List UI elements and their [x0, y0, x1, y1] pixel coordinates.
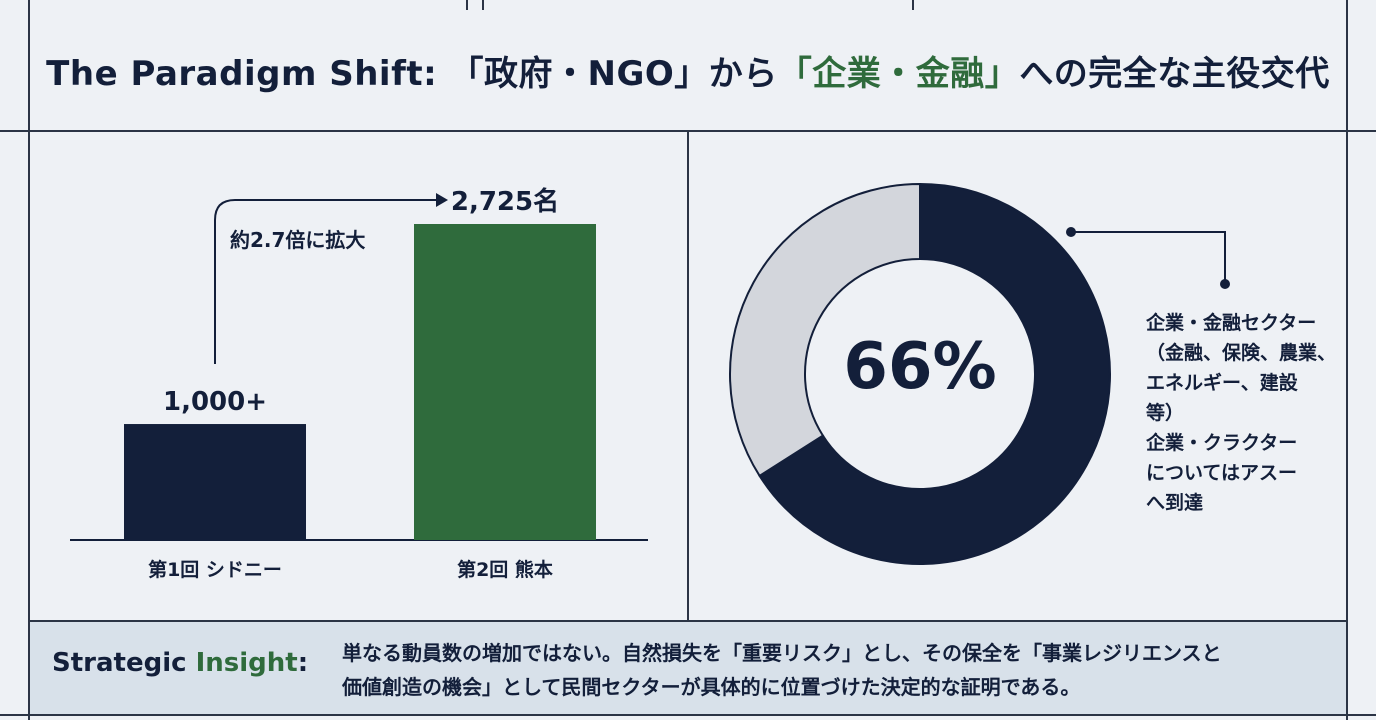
- title-suffix: への完全な主役交代: [1019, 54, 1330, 94]
- donut-slice-1: [758, 182, 1111, 565]
- insight-colon: :: [297, 648, 309, 678]
- bar-2: [414, 224, 596, 540]
- insight-body: 単なる動員数の増加ではない。自然損失を「重要リスク」とし、その保全を「事業レジリ…: [342, 636, 1342, 704]
- bar-1: [124, 424, 306, 540]
- growth-annotation: 約2.7倍に拡大: [230, 228, 366, 252]
- callout-line: へ到達: [1146, 492, 1204, 514]
- insight-heading: Strategic Insight:: [52, 648, 308, 678]
- bar-chart-panel: 1,000+ 第1回 シドニー 2,725名第2回 熊本: [30, 132, 686, 620]
- callout-line: 等）: [1146, 402, 1185, 424]
- donut-chart: [729, 182, 1230, 565]
- donut-chart-panel: [689, 132, 1346, 620]
- bar-category-label: 第2回 熊本: [457, 558, 553, 581]
- growth-arrow-head: [436, 193, 448, 207]
- donut-center-label: 66%: [843, 330, 997, 404]
- donut-slice-2: [729, 182, 921, 478]
- insight-heading-dark: Strategic: [52, 648, 187, 678]
- callout-leader-line: [1071, 231, 1226, 282]
- callout-line: （金融、保険、農業、: [1146, 342, 1337, 364]
- donut-callout-text: 企業・金融セクター （金融、保険、農業、 エネルギー、建設 等） 企業・クラクタ…: [1146, 308, 1366, 518]
- insight-line-2: 価値創造の機会」として民間セクターが具体的に位置づけた決定的な証明である。: [342, 675, 1081, 699]
- top-divider-b: [482, 0, 484, 10]
- callout-line: 企業・クラクター: [1146, 432, 1298, 454]
- insight-line-1: 単なる動員数の増加ではない。自然損失を「重要リスク」とし、その保全を「事業レジリ…: [342, 641, 1222, 665]
- bar-category-label: 第1回 シドニー: [148, 558, 282, 581]
- callout-line: 企業・金融セクター: [1146, 312, 1317, 334]
- callout-line: についてはアスー: [1146, 462, 1298, 484]
- title-highlight: 「企業・金融」: [777, 54, 1020, 94]
- top-divider-a: [466, 0, 468, 10]
- insight-panel: [30, 620, 1346, 716]
- page-title: The Paradigm Shift: 「政府・NGO」から「企業・金融」への完…: [0, 44, 1376, 104]
- panel-divider: [687, 131, 689, 620]
- title-prefix: The Paradigm Shift: 「政府・NGO」から: [46, 54, 778, 94]
- callout-dot-end: [1220, 279, 1230, 289]
- growth-arrow-line: [214, 199, 436, 365]
- frame-left-border: [28, 0, 30, 720]
- frame-right-border: [1346, 0, 1348, 720]
- bar-data-label: 2,725名: [451, 186, 559, 217]
- bar-data-label: 1,000+: [163, 387, 267, 417]
- top-divider-c: [912, 0, 914, 10]
- insight-heading-green: Insight: [195, 648, 298, 678]
- callout-line: エネルギー、建設: [1146, 372, 1298, 394]
